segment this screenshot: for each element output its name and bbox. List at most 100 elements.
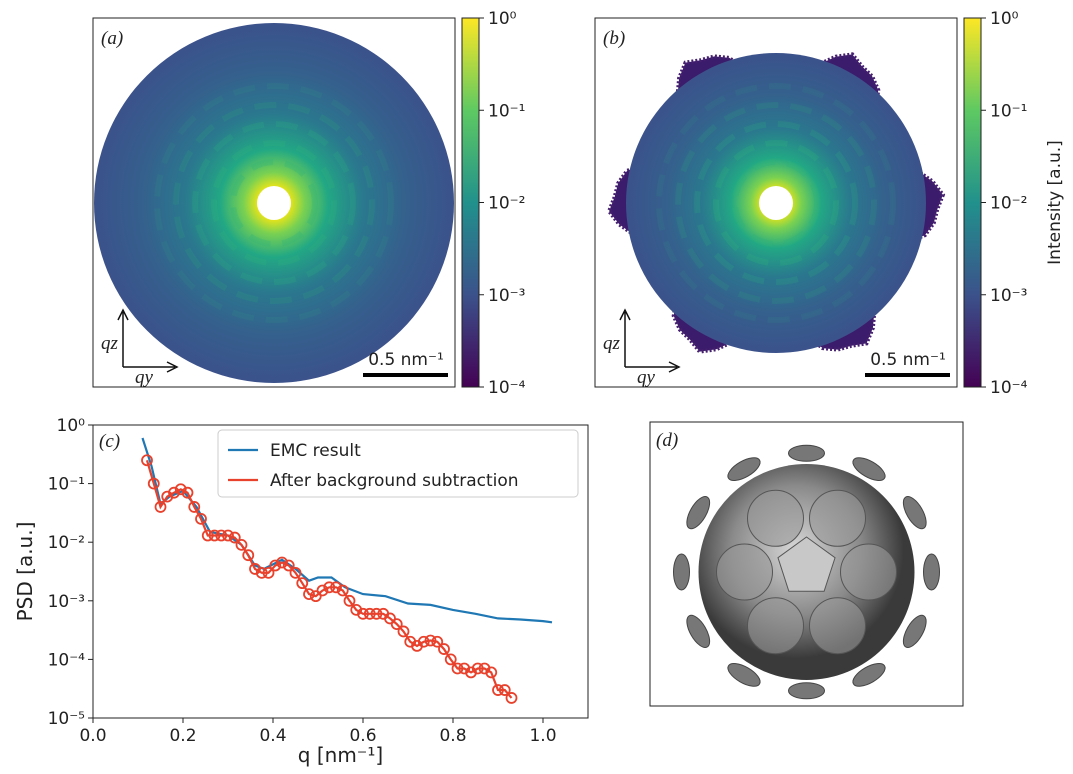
axis-label-qz: qz: [603, 333, 621, 354]
marker: [336, 584, 349, 597]
marker: [485, 666, 498, 679]
spike: [923, 553, 940, 591]
spike: [727, 662, 761, 687]
spike: [902, 614, 927, 648]
capsomer: [809, 489, 866, 547]
colorbar: [461, 17, 480, 388]
marker: [228, 531, 241, 544]
colorbar-label: Intensity [a.u.]: [1045, 140, 1065, 265]
y-tick-label: 10⁻²: [48, 533, 85, 553]
marker: [444, 653, 457, 666]
ring: [173, 102, 375, 304]
colorbar-tick-label: 10⁻⁴: [488, 378, 526, 398]
marker: [201, 529, 214, 542]
x-tick-label: 0.6: [349, 726, 376, 746]
panel-label: (d): [656, 430, 678, 451]
ring: [211, 140, 337, 266]
virus-render: [673, 444, 940, 700]
panel-label: (a): [101, 28, 123, 49]
y-axis-label: PSD [a.u.]: [13, 522, 37, 622]
x-axis-label: q [nm⁻¹]: [298, 743, 383, 767]
legend-label: EMC result: [270, 441, 361, 461]
axis-arrows: [117, 308, 179, 373]
ring: [656, 83, 896, 323]
marker: [343, 594, 356, 607]
marker: [303, 588, 315, 601]
marker: [431, 635, 444, 648]
marker: [316, 584, 329, 597]
diffraction-image: [94, 23, 454, 383]
colorbar-tick-label: 10⁻³: [990, 286, 1027, 306]
marker: [390, 618, 403, 631]
diffraction-image: [606, 52, 946, 354]
y-tick-label: 10⁻⁴: [48, 650, 86, 670]
marker: [451, 662, 464, 675]
marker: [384, 612, 396, 625]
marker: [498, 684, 511, 696]
marker: [323, 581, 336, 594]
marker: [181, 486, 194, 499]
marker: [309, 590, 322, 603]
marker: [330, 581, 342, 594]
x-tick-label: 0.8: [439, 726, 466, 746]
x-tick-label: 0.0: [79, 726, 106, 746]
marker: [505, 692, 518, 704]
marker: [417, 635, 430, 648]
spike: [852, 662, 886, 687]
capsomer: [809, 597, 866, 655]
capsomer: [716, 543, 773, 601]
ring: [675, 102, 877, 304]
scalebar: [865, 373, 950, 377]
ring: [694, 121, 858, 285]
spike: [788, 444, 825, 462]
colorbar-tick-label: 10⁻¹: [488, 101, 525, 121]
legend-label: After background subtraction: [270, 471, 519, 491]
marker: [296, 577, 309, 590]
series-line: [145, 459, 513, 699]
marker: [154, 501, 167, 513]
capsomer: [747, 489, 804, 547]
center-hole: [257, 186, 291, 220]
colorbar-tick-label: 10⁻²: [990, 194, 1027, 214]
marker: [168, 486, 180, 499]
spike: [788, 682, 825, 700]
marker: [215, 529, 228, 542]
marker: [438, 643, 450, 655]
marker: [282, 559, 295, 572]
marker: [235, 538, 248, 551]
colorbar-tick-label: 10⁻³: [488, 286, 525, 306]
marker: [147, 477, 160, 490]
x-tick-label: 0.2: [169, 726, 196, 746]
marker: [471, 662, 484, 675]
spike: [686, 496, 711, 530]
marker: [363, 607, 376, 620]
panel-label: (c): [99, 431, 120, 452]
marker: [269, 559, 282, 572]
marker: [424, 634, 437, 647]
marker: [397, 625, 410, 638]
capsomer: [747, 597, 804, 655]
axis-arrows: [619, 308, 681, 373]
marker: [141, 454, 153, 467]
marker: [242, 549, 255, 562]
capsomer: [840, 543, 897, 601]
ring: [154, 83, 394, 323]
ring: [732, 159, 820, 247]
marker: [370, 607, 383, 620]
marker: [255, 566, 268, 579]
scalebar: [363, 373, 448, 377]
spike: [673, 553, 690, 591]
colorbar-tick-label: 10⁻¹: [990, 101, 1027, 121]
ring: [192, 121, 356, 285]
marker: [195, 512, 207, 525]
y-tick-label: 10⁰: [57, 416, 86, 436]
legend: [217, 429, 579, 498]
series-line: [141, 437, 553, 624]
y-tick-label: 10⁻³: [48, 592, 85, 612]
marker: [276, 556, 288, 569]
marker: [492, 684, 504, 696]
scalebar-label: 0.5 nm⁻¹: [870, 350, 946, 370]
marker: [222, 529, 234, 542]
marker: [208, 529, 221, 542]
